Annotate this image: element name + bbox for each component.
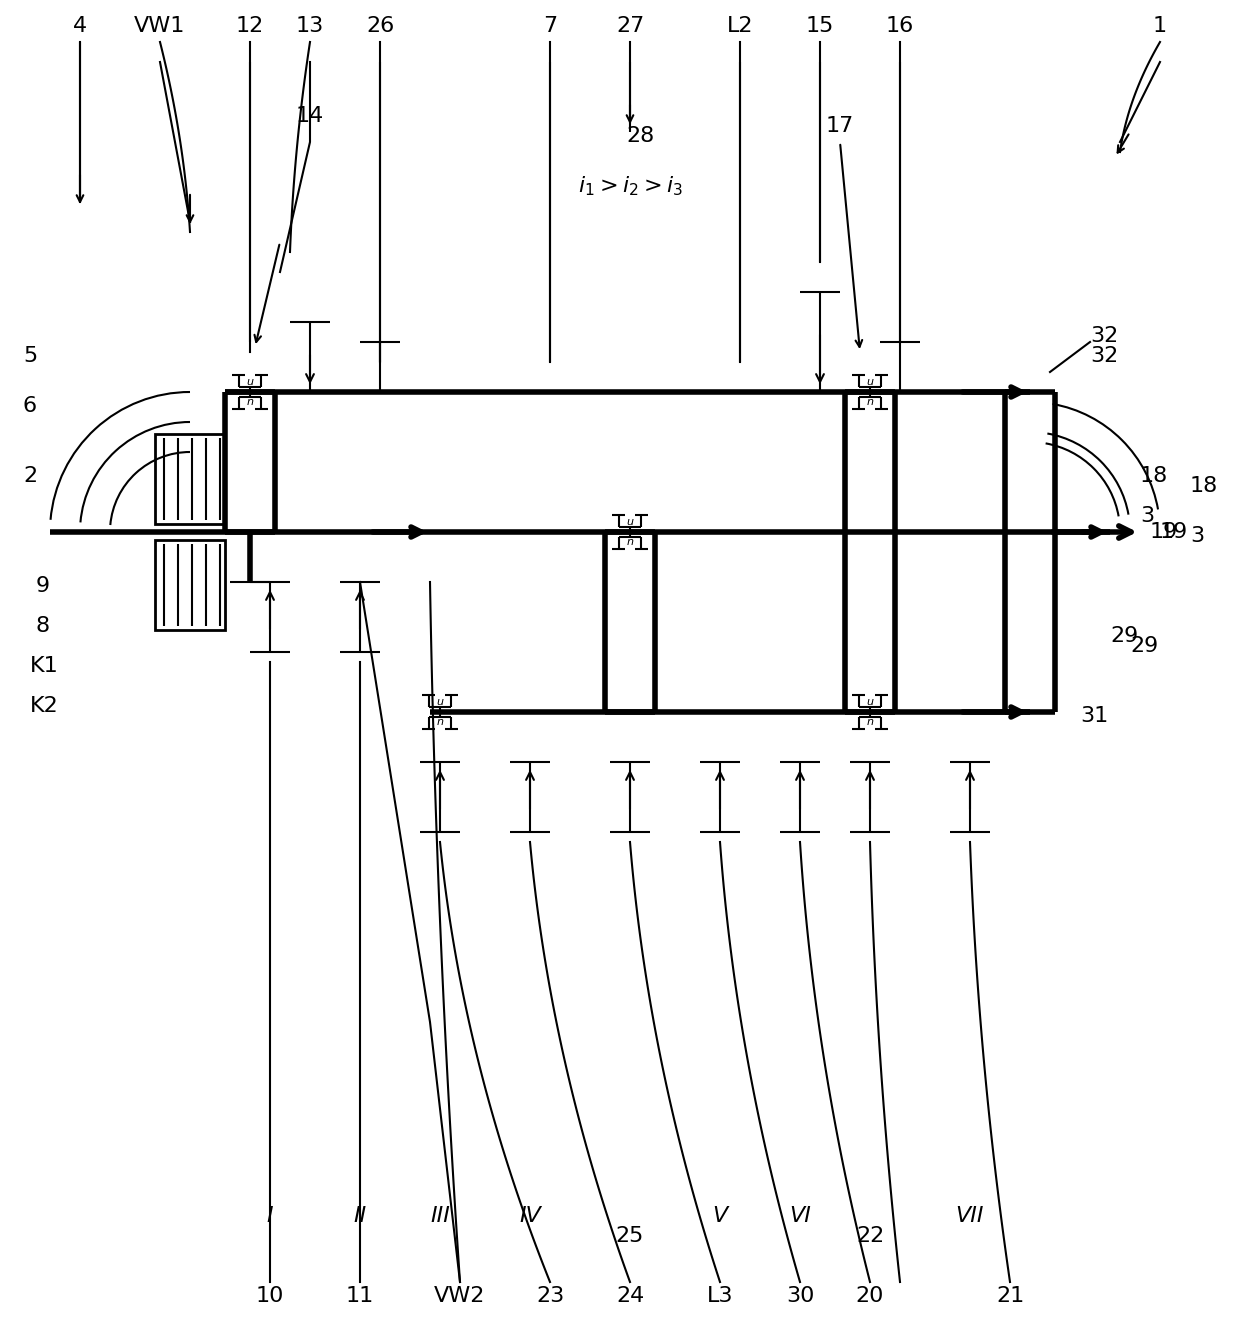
Text: 31: 31 — [1080, 706, 1109, 726]
Text: VI: VI — [789, 1206, 811, 1226]
Text: 2: 2 — [22, 466, 37, 486]
Text: II: II — [353, 1206, 367, 1226]
Text: 19: 19 — [1149, 522, 1178, 542]
Text: 26: 26 — [366, 16, 394, 36]
Bar — [155, 434, 224, 524]
Text: 20: 20 — [856, 1286, 884, 1305]
Text: 18: 18 — [1190, 477, 1218, 496]
Text: K1: K1 — [30, 655, 58, 677]
Text: 13: 13 — [296, 16, 324, 36]
Text: 11: 11 — [346, 1286, 374, 1305]
Text: 25: 25 — [616, 1226, 645, 1246]
Text: K2: K2 — [30, 696, 58, 716]
Text: 17: 17 — [826, 117, 854, 136]
Text: 8: 8 — [36, 616, 50, 636]
Text: 32: 32 — [1090, 326, 1118, 346]
Text: 3: 3 — [1140, 506, 1154, 526]
Text: u: u — [626, 518, 634, 527]
Text: u: u — [436, 698, 444, 707]
Text: 14: 14 — [296, 106, 324, 126]
Text: 16: 16 — [885, 16, 914, 36]
Bar — [155, 540, 224, 630]
Text: 9: 9 — [36, 576, 50, 596]
Text: VW1: VW1 — [134, 16, 186, 36]
Text: 7: 7 — [543, 16, 557, 36]
Text: 6: 6 — [22, 396, 37, 416]
Text: 32: 32 — [1090, 346, 1118, 365]
Text: n: n — [867, 397, 873, 406]
Text: 15: 15 — [806, 16, 835, 36]
Text: u: u — [867, 698, 873, 707]
Text: L2: L2 — [727, 16, 753, 36]
Text: n: n — [626, 536, 634, 547]
Text: n: n — [867, 716, 873, 727]
Text: IV: IV — [520, 1206, 541, 1226]
Text: 30: 30 — [786, 1286, 815, 1305]
Text: 29: 29 — [1110, 626, 1138, 646]
Text: n: n — [247, 397, 253, 406]
Text: u: u — [867, 377, 873, 387]
Text: 29: 29 — [1130, 636, 1158, 655]
Text: 1: 1 — [1153, 16, 1167, 36]
Text: 24: 24 — [616, 1286, 644, 1305]
Text: VW2: VW2 — [434, 1286, 486, 1305]
Text: I: I — [267, 1206, 273, 1226]
Text: 4: 4 — [73, 16, 87, 36]
Text: L3: L3 — [707, 1286, 733, 1305]
Text: 18: 18 — [1140, 466, 1168, 486]
Text: 5: 5 — [22, 346, 37, 365]
Text: 10: 10 — [255, 1286, 284, 1305]
Text: 23: 23 — [536, 1286, 564, 1305]
Text: 28: 28 — [626, 126, 655, 146]
Text: V: V — [712, 1206, 728, 1226]
Text: n: n — [436, 716, 444, 727]
Text: u: u — [247, 377, 253, 387]
Text: 22: 22 — [856, 1226, 884, 1246]
Text: 27: 27 — [616, 16, 644, 36]
Text: 21: 21 — [996, 1286, 1024, 1305]
Text: VII: VII — [956, 1206, 985, 1226]
Text: 12: 12 — [236, 16, 264, 36]
Text: 3: 3 — [1190, 526, 1204, 545]
Text: 19: 19 — [1159, 522, 1188, 542]
Text: III: III — [430, 1206, 450, 1226]
Text: $i_1 > i_2 > i_3$: $i_1 > i_2 > i_3$ — [578, 173, 682, 197]
